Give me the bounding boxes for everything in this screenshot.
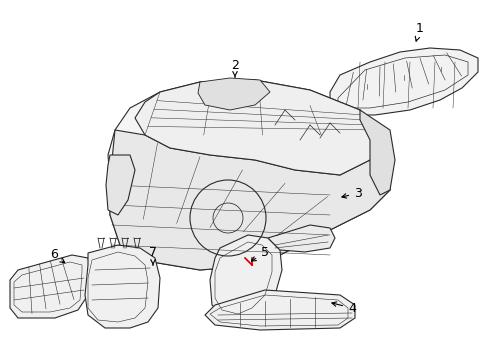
Polygon shape bbox=[198, 78, 269, 110]
Text: 5: 5 bbox=[251, 247, 268, 261]
Polygon shape bbox=[209, 235, 282, 320]
Polygon shape bbox=[359, 110, 394, 195]
Text: 4: 4 bbox=[331, 302, 355, 315]
Text: 1: 1 bbox=[414, 22, 423, 41]
Polygon shape bbox=[10, 255, 90, 318]
Polygon shape bbox=[204, 290, 354, 330]
Text: 6: 6 bbox=[50, 248, 64, 263]
Polygon shape bbox=[135, 80, 379, 175]
Polygon shape bbox=[267, 225, 334, 252]
Polygon shape bbox=[329, 48, 477, 115]
Polygon shape bbox=[85, 245, 160, 328]
Polygon shape bbox=[106, 155, 135, 215]
Text: 7: 7 bbox=[149, 247, 157, 265]
Text: 2: 2 bbox=[231, 59, 239, 77]
Polygon shape bbox=[108, 80, 389, 270]
Text: 3: 3 bbox=[341, 186, 361, 199]
Polygon shape bbox=[110, 130, 389, 270]
